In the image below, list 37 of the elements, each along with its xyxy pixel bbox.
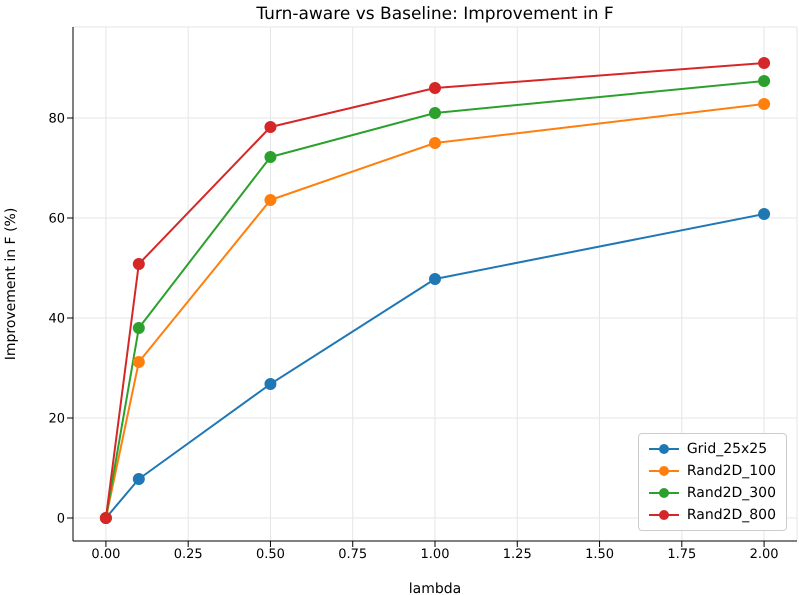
chart-title: Turn-aware vs Baseline: Improvement in F [255,4,615,24]
legend-label: Rand2D_300 [686,485,776,501]
x-tick-label: 1.00 [420,547,450,562]
y-tick-label: 80 [48,112,65,127]
point [264,121,276,133]
x-tick-label: 2.00 [750,547,779,562]
point [429,82,441,94]
point [264,194,276,206]
point [264,151,276,163]
point [132,473,145,485]
x-tick-label: 0.75 [338,547,368,562]
x-tick-label: 0.25 [174,547,203,562]
x-tick-label: 0.50 [256,547,285,562]
y-tick-label: 20 [48,412,65,427]
y-tick-label: 0 [56,512,65,527]
x-tick-label: 1.50 [585,547,614,562]
x-tick-label: 1.75 [667,547,696,562]
x-tick-label: 0.00 [91,547,120,562]
y-tick-label: 40 [48,312,65,327]
y-axis-title: Improvement in F (%) [2,208,19,360]
point [429,107,441,119]
legend-label: Rand2D_800 [686,507,776,523]
point [264,378,276,390]
point [132,356,145,368]
point [758,208,770,220]
legend-label: Grid_25x25 [686,441,768,457]
point [429,137,441,149]
x-tick-label: 1.25 [502,547,532,562]
legend-label: Rand2D_100 [686,463,776,479]
point [758,98,770,110]
point [758,57,770,69]
point [132,258,145,270]
point [132,322,145,334]
x-axis-title: lambda [408,581,462,595]
point [429,273,441,285]
y-tick-label: 60 [48,212,65,227]
point [758,75,770,87]
